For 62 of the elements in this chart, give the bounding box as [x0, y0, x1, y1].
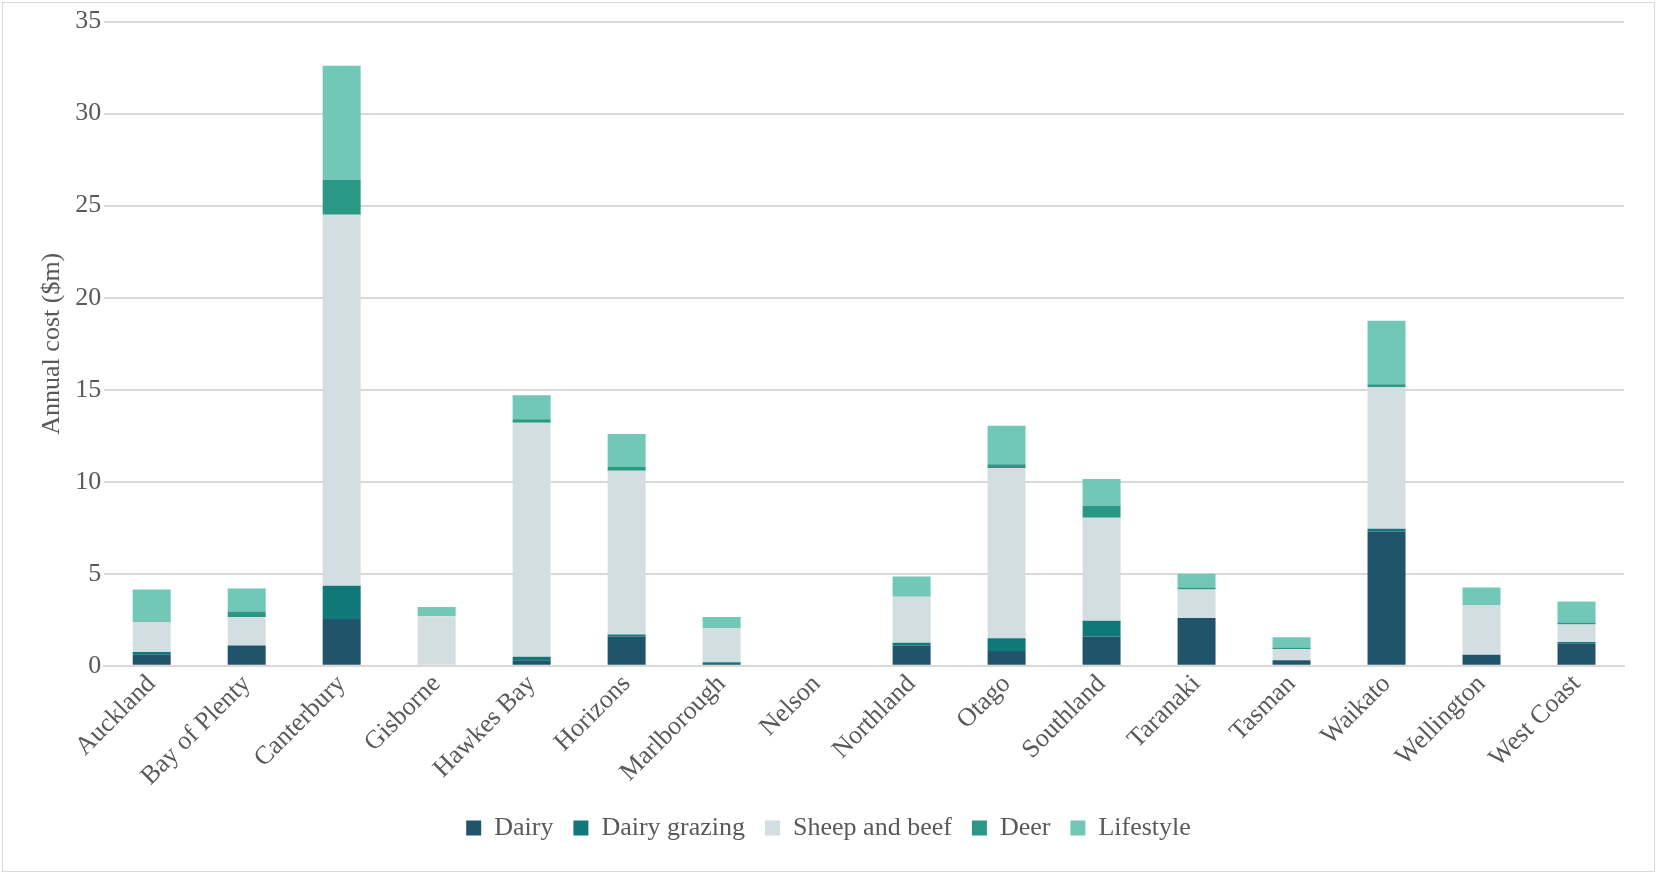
bar — [1557, 643, 1596, 665]
legend-label: Dairy grazing — [601, 811, 746, 841]
bar — [987, 651, 1026, 665]
y-tick-label: 35 — [75, 5, 102, 35]
bar — [987, 425, 1026, 465]
bar — [132, 654, 171, 665]
bar — [607, 636, 646, 665]
bar — [987, 638, 1026, 652]
bar — [132, 589, 171, 621]
bar — [987, 464, 1026, 468]
bar — [1272, 649, 1311, 661]
bar — [1272, 637, 1311, 648]
y-tick-label: 10 — [75, 465, 102, 495]
y-tick-label: 0 — [88, 649, 102, 679]
bar — [1557, 601, 1596, 623]
legend-label: Sheep and beef — [793, 811, 953, 841]
bar — [512, 660, 551, 665]
bar — [512, 395, 551, 420]
bar — [1082, 505, 1121, 518]
bar — [1462, 587, 1501, 606]
bar — [132, 652, 171, 655]
bar — [1177, 617, 1216, 665]
bar — [702, 628, 741, 663]
bar — [892, 645, 931, 665]
legend-label: Dairy — [494, 811, 554, 841]
bar — [227, 617, 266, 646]
bar — [892, 596, 931, 643]
y-tick-label: 15 — [75, 373, 102, 403]
bar — [1367, 531, 1406, 665]
bar — [1462, 654, 1501, 665]
bar — [322, 65, 361, 180]
bar — [1082, 479, 1121, 506]
legend-label: Deer — [999, 811, 1051, 841]
y-tick-label: 5 — [88, 557, 102, 587]
bar — [1367, 384, 1406, 387]
bar — [1557, 624, 1596, 642]
bar — [132, 621, 171, 653]
bar — [322, 585, 361, 619]
bar — [607, 467, 646, 471]
y-tick-label: 20 — [75, 281, 102, 311]
bar — [892, 642, 931, 646]
bar — [892, 576, 931, 597]
bar — [702, 617, 741, 629]
y-tick-label: 30 — [75, 97, 102, 127]
bar — [227, 588, 266, 612]
bar — [1082, 620, 1121, 637]
y-tick-label: 25 — [75, 189, 102, 219]
bar — [227, 645, 266, 665]
bar — [322, 179, 361, 215]
bar — [1177, 589, 1216, 618]
bar — [1462, 605, 1501, 655]
legend-label: Lifestyle — [1098, 811, 1191, 841]
bar — [1367, 320, 1406, 385]
bar — [322, 618, 361, 665]
bar — [607, 433, 646, 468]
bar — [417, 606, 456, 617]
bar — [227, 611, 266, 618]
bar — [512, 419, 551, 423]
bar — [1272, 660, 1311, 665]
y-axis-title: Annual cost ($m) — [36, 252, 66, 435]
bar — [1177, 573, 1216, 588]
bar — [1082, 636, 1121, 665]
